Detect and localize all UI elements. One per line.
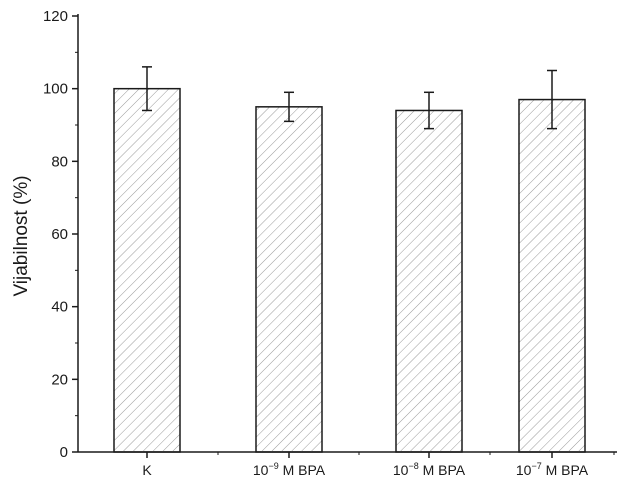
y-tick-label: 100 bbox=[43, 81, 68, 98]
y-tick-label: 40 bbox=[51, 299, 68, 316]
x-tick-label: 10−8 M BPA bbox=[393, 461, 466, 478]
plot-area: 0 20 40 60 80 100 120 K 10−9 M BPA 10−8 M BPA 10−7… bbox=[43, 8, 617, 478]
x-tick-label: 10−7 M BPA bbox=[516, 461, 589, 478]
y-tick-label: 60 bbox=[51, 226, 68, 243]
x-tick-label: K bbox=[142, 462, 152, 478]
bar bbox=[518, 98, 586, 453]
bar bbox=[395, 109, 463, 453]
y-tick-label: 80 bbox=[51, 153, 68, 170]
x-tick-label: 10−9 M BPA bbox=[253, 461, 326, 478]
bar bbox=[113, 87, 181, 453]
y-axis-title: Vijabilnost (%) bbox=[11, 175, 32, 296]
y-tick-label: 0 bbox=[60, 444, 68, 461]
y-tick-label: 120 bbox=[43, 8, 68, 25]
y-tick-label: 20 bbox=[51, 371, 68, 388]
bar bbox=[255, 106, 323, 453]
